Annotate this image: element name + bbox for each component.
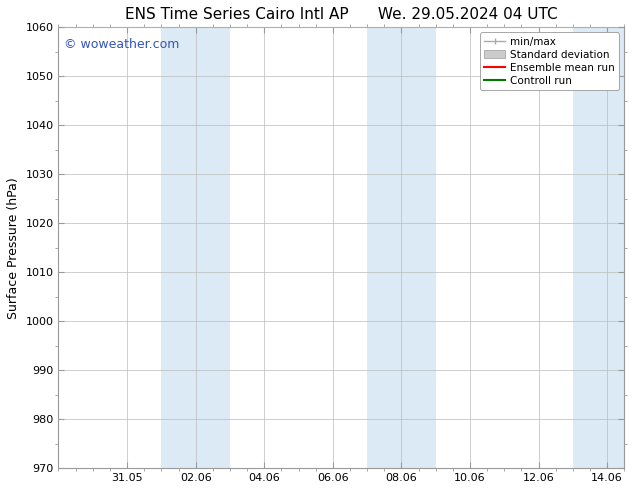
Bar — [162, 27, 230, 468]
Text: © woweather.com: © woweather.com — [64, 38, 179, 51]
Bar — [367, 27, 436, 468]
Title: ENS Time Series Cairo Intl AP      We. 29.05.2024 04 UTC: ENS Time Series Cairo Intl AP We. 29.05.… — [125, 7, 558, 22]
Legend: min/max, Standard deviation, Ensemble mean run, Controll run: min/max, Standard deviation, Ensemble me… — [480, 32, 619, 90]
Bar — [573, 27, 628, 468]
Y-axis label: Surface Pressure (hPa): Surface Pressure (hPa) — [7, 177, 20, 318]
